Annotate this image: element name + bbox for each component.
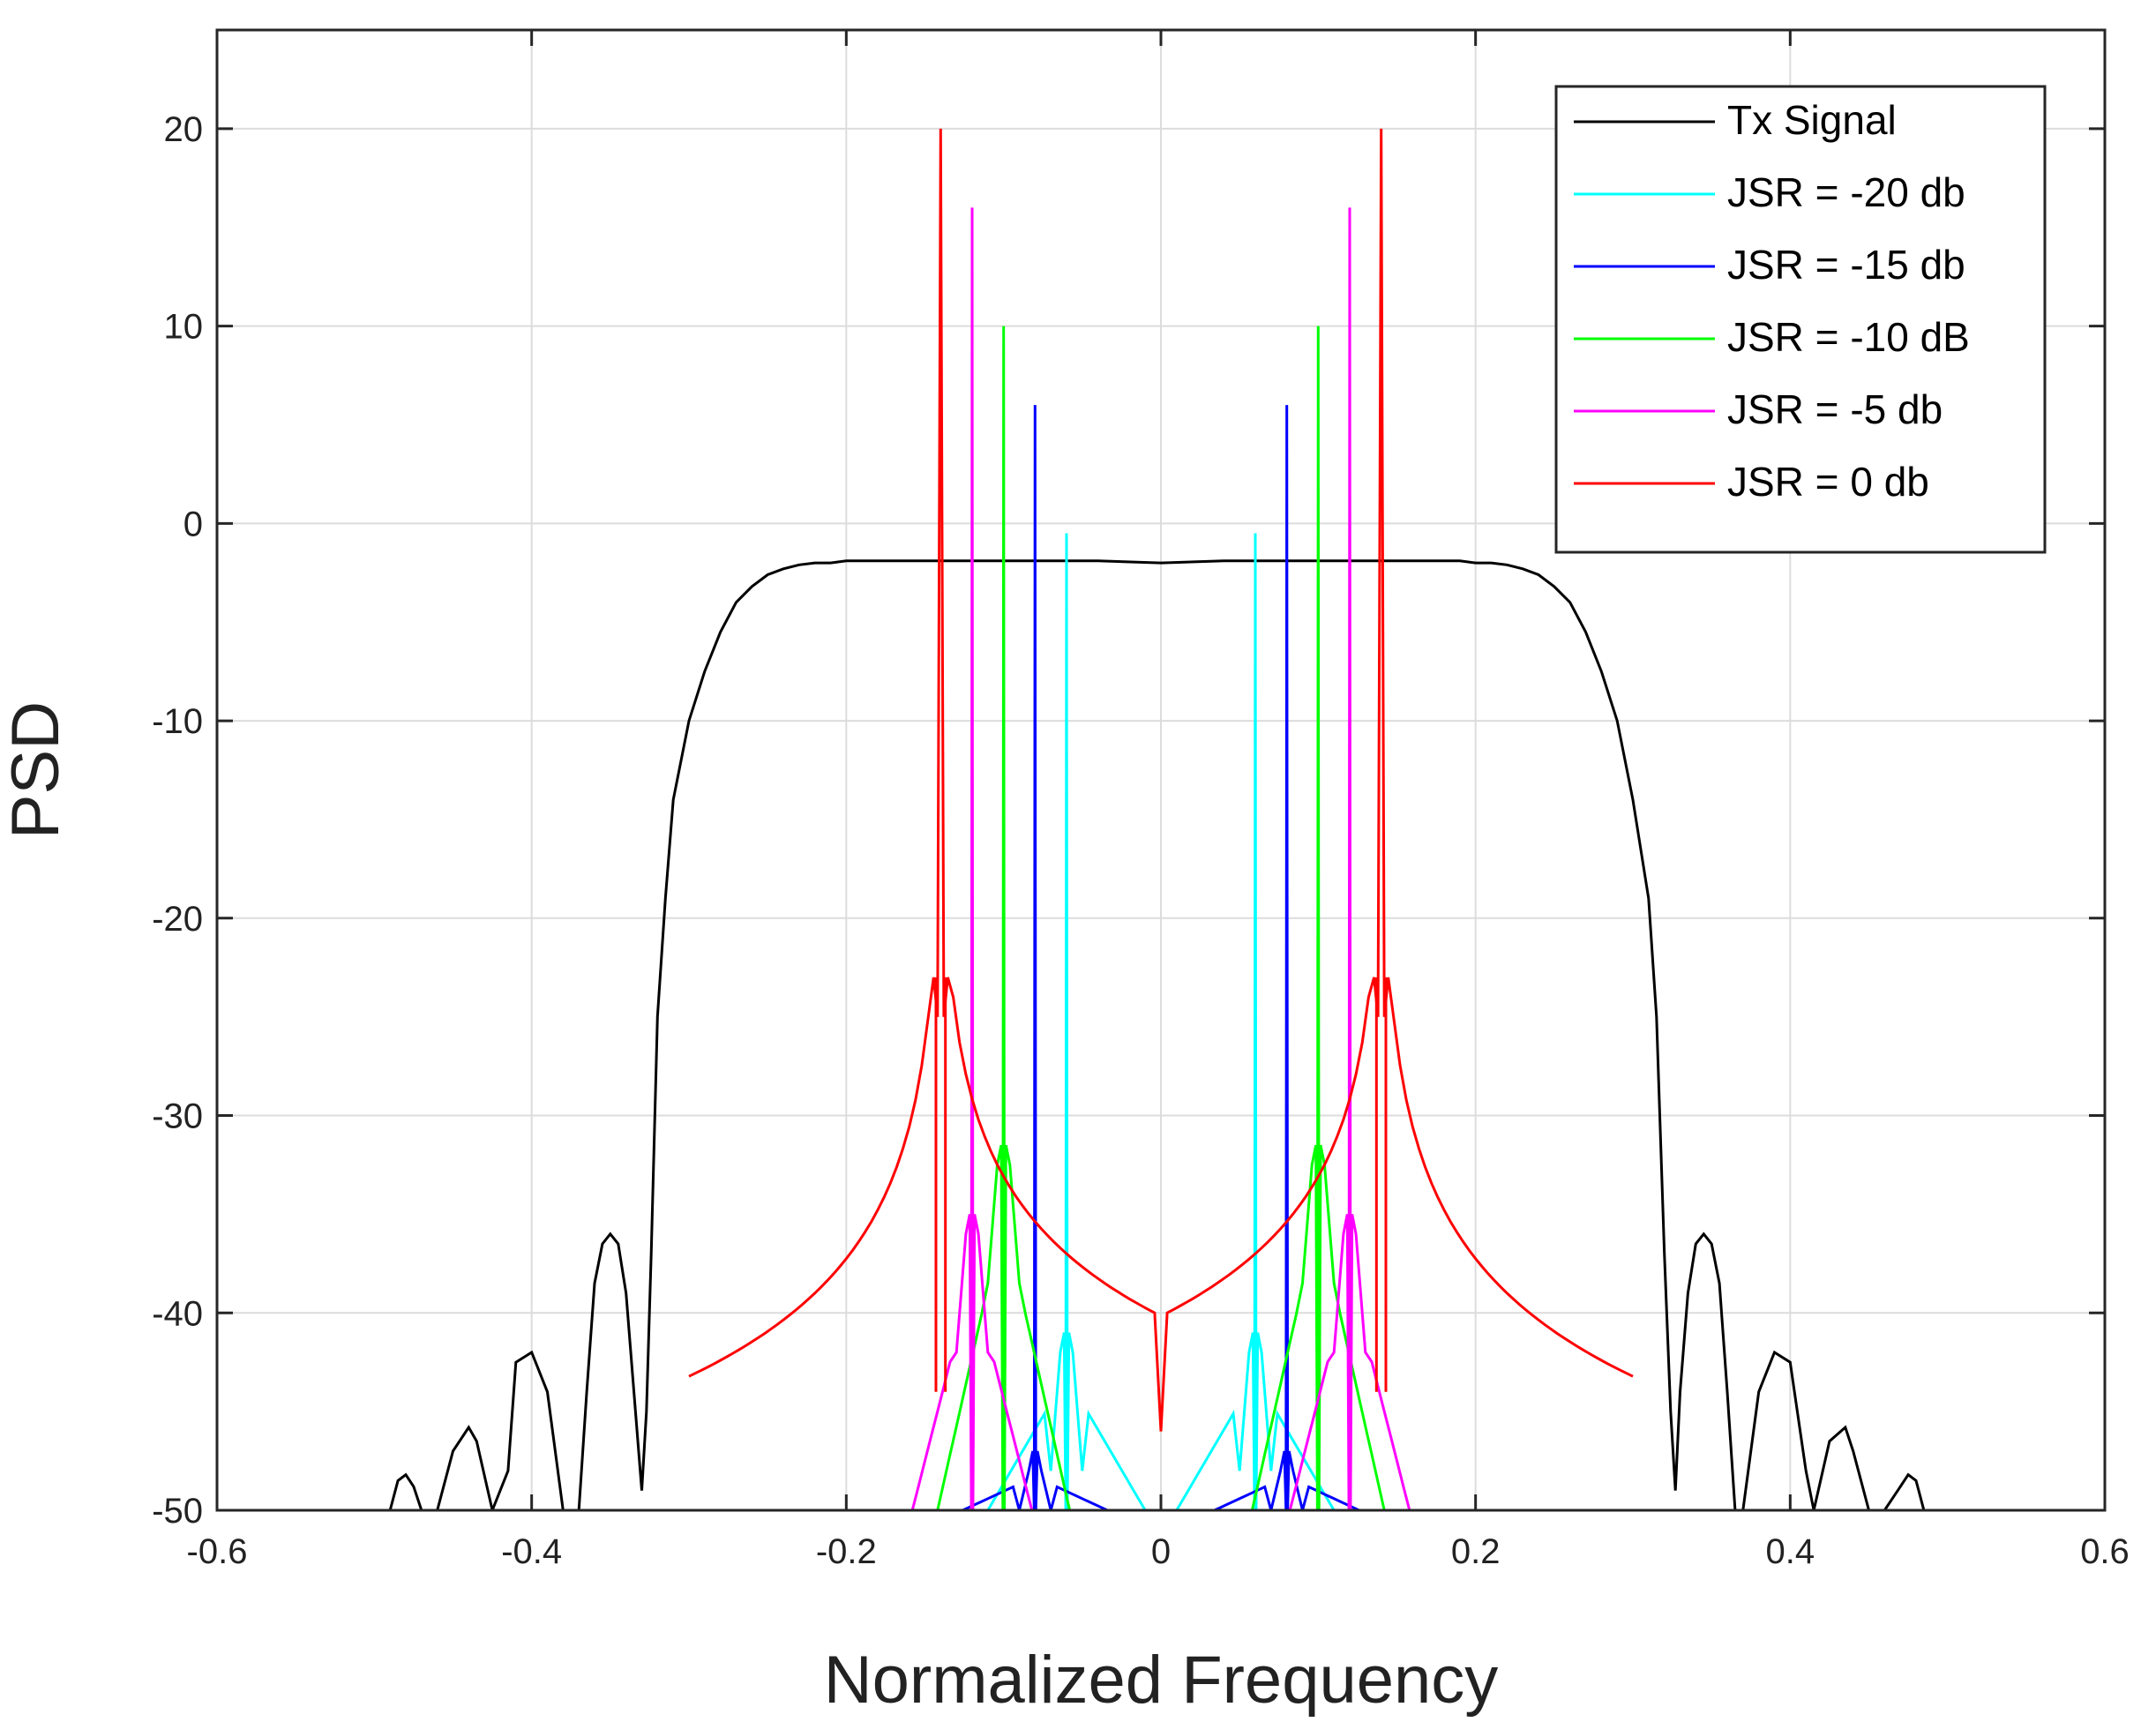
series-line-jsr-5-db bbox=[1288, 207, 1411, 1510]
y-tick-label: 20 bbox=[164, 110, 204, 149]
legend-label: JSR = 0 db bbox=[1727, 459, 1929, 505]
x-tick-label: -0.2 bbox=[816, 1532, 877, 1571]
y-tick-label: 0 bbox=[183, 505, 203, 543]
y-tick-label: -20 bbox=[152, 900, 203, 939]
legend-box bbox=[1554, 85, 2047, 554]
x-tick-label: 0.6 bbox=[2080, 1532, 2130, 1571]
ticks: -0.6 -0.4 -0.2 0 0.2 0.4 0.6 -50 -40 -30 -20 -10 0 10… bbox=[152, 30, 2130, 1571]
x-tick-label: 0.2 bbox=[1451, 1532, 1501, 1571]
series-line-jsr-20-db bbox=[1175, 533, 1336, 1510]
legend-label: JSR = -15 db bbox=[1727, 242, 1965, 288]
x-tick-label: 0.4 bbox=[1766, 1532, 1815, 1571]
series-line-jsr-5-db bbox=[910, 207, 1034, 1510]
y-axis-title: PSD bbox=[0, 701, 73, 839]
y-tick-label: -40 bbox=[152, 1294, 203, 1333]
legend-label: JSR = -5 db bbox=[1727, 386, 1943, 432]
x-tick-label: 0 bbox=[1151, 1532, 1171, 1571]
legend-label: JSR = -10 dB bbox=[1727, 314, 1970, 360]
series-line-jsr-0-db bbox=[688, 128, 1634, 1432]
y-tick-label: -50 bbox=[152, 1492, 203, 1531]
legend-label: JSR = -20 db bbox=[1727, 169, 1965, 215]
legend: Tx Signal JSR = -20 db JSR = -15 db JSR = -… bbox=[1554, 85, 2047, 554]
series-line-jsr-10-db bbox=[936, 326, 1072, 1510]
x-axis-title: Normalized Frequency bbox=[824, 1643, 1499, 1718]
y-tick-label: -10 bbox=[152, 702, 203, 741]
y-tick-label: -30 bbox=[152, 1097, 203, 1136]
x-tick-label: -0.4 bbox=[501, 1532, 562, 1571]
series-line-jsr-10-db bbox=[1250, 326, 1386, 1510]
series-layer bbox=[388, 128, 1932, 1510]
series-line-tx-signal bbox=[388, 559, 1932, 1510]
series-line-jsr-20-db bbox=[986, 533, 1147, 1510]
legend-label: Tx Signal bbox=[1727, 97, 1897, 143]
x-tick-label: -0.6 bbox=[187, 1532, 248, 1571]
series-line-jsr-15-db bbox=[962, 405, 1109, 1510]
series-line-jsr-15-db bbox=[1213, 405, 1360, 1510]
y-tick-label: 10 bbox=[164, 308, 204, 347]
